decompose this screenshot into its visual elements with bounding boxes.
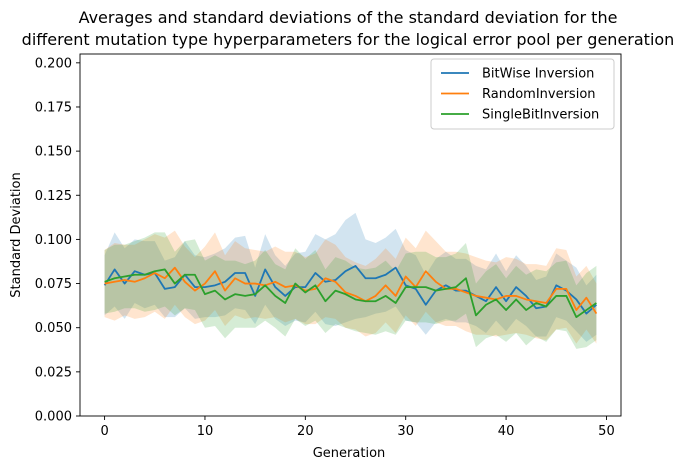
std-band-series-3 (104, 232, 597, 349)
legend: BitWise Inversion RandomInversion SingleBi… (430, 58, 615, 130)
y-tick-label: 0.050 (35, 321, 72, 336)
std-bands (104, 212, 597, 349)
legend-label-1: BitWise Inversion (482, 67, 594, 82)
chart-title-line-2: different mutation type hyperparameters … (22, 30, 675, 49)
series-line-3 (104, 268, 597, 319)
x-tick-label: 10 (197, 424, 214, 439)
plot-frame (79, 53, 622, 417)
legend-box (430, 58, 615, 130)
series-line-1 (103, 264, 598, 315)
y-tick-label: 0.150 (35, 145, 72, 160)
y-tick-label: 0.125 (35, 189, 72, 204)
std-band-series-2 (104, 230, 597, 344)
x-tick-label: 30 (397, 424, 414, 439)
axes: 0 10 20 30 40 50 0.000 0.025 0.050 0.075 0.100 0.12… (35, 53, 622, 439)
chart-title-line-1: Averages and standard deviations of the … (79, 8, 618, 27)
x-tick-label: 0 (100, 424, 108, 439)
y-tick-label: 0.000 (35, 410, 72, 425)
x-axis-label: Generation (313, 446, 386, 461)
series-lines (103, 264, 598, 319)
x-tick-label: 50 (598, 424, 615, 439)
x-tick-label: 40 (498, 424, 515, 439)
series-line-2 (104, 266, 598, 315)
y-tick-label: 0.100 (35, 233, 72, 248)
legend-label-2: RandomInversion (482, 87, 596, 102)
y-tick-label: 0.175 (35, 100, 72, 115)
legend-label-3: SingleBitInversion (482, 108, 599, 123)
y-tick-label: 0.200 (35, 56, 72, 71)
y-tick-label: 0.075 (35, 277, 72, 292)
y-axis-label: Standard Deviation (9, 172, 24, 297)
std-band-series-1 (104, 212, 597, 342)
y-tick-label: 0.025 (35, 365, 72, 380)
x-tick-label: 20 (297, 424, 314, 439)
